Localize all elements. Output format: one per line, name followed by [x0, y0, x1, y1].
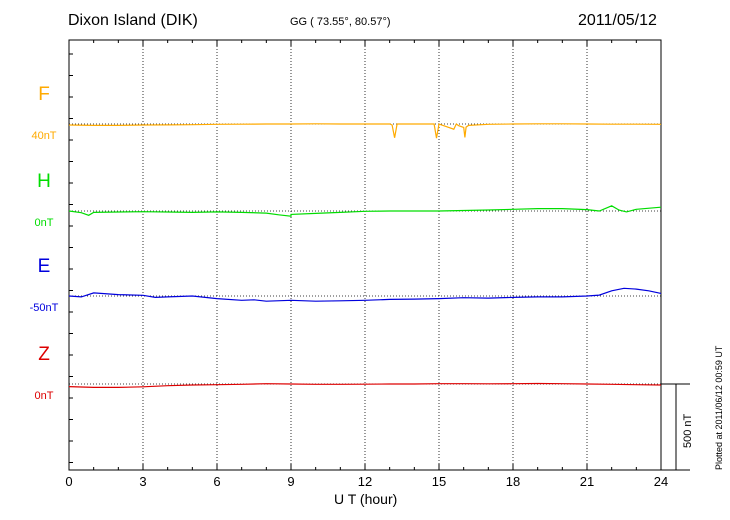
- scale-bar-label: 500 nT: [682, 413, 694, 448]
- series-line-e: [68, 287, 662, 302]
- x-tick-label: 9: [287, 474, 295, 489]
- channel-label-z: Z: [38, 344, 50, 365]
- x-tick-label: 15: [431, 474, 447, 489]
- x-tick-label: 0: [65, 474, 73, 489]
- channel-label-h: H: [37, 171, 51, 192]
- channel-offset-z: 0nT: [34, 390, 54, 402]
- channel-offset-h: 0nT: [34, 217, 54, 229]
- channel-offset-f: 40nT: [31, 130, 57, 142]
- x-tick-label: 3: [139, 474, 147, 489]
- x-tick-label: 21: [579, 474, 595, 489]
- x-axis-label: U T (hour): [334, 491, 398, 507]
- x-tick-label: 24: [653, 474, 669, 489]
- channel-offset-e: -50nT: [29, 302, 59, 314]
- date-label: 2011/05/12: [578, 12, 657, 29]
- x-tick-label: 12: [357, 474, 373, 489]
- station-title: Dixon Island (DIK): [68, 12, 198, 29]
- x-tick-label: 6: [213, 474, 221, 489]
- series-line-z: [68, 382, 662, 388]
- x-tick-label: 18: [505, 474, 521, 489]
- series-line-h: [68, 205, 662, 217]
- plot-frame: [68, 39, 662, 471]
- channel-label-e: E: [37, 256, 51, 277]
- series-line-f: [68, 123, 662, 139]
- channel-label-f: F: [38, 84, 50, 105]
- coordinates-label: GG ( 73.55°, 80.57°): [290, 16, 391, 28]
- plotted-timestamp: Plotted at 2011/06/12 00:59 UT: [714, 345, 724, 470]
